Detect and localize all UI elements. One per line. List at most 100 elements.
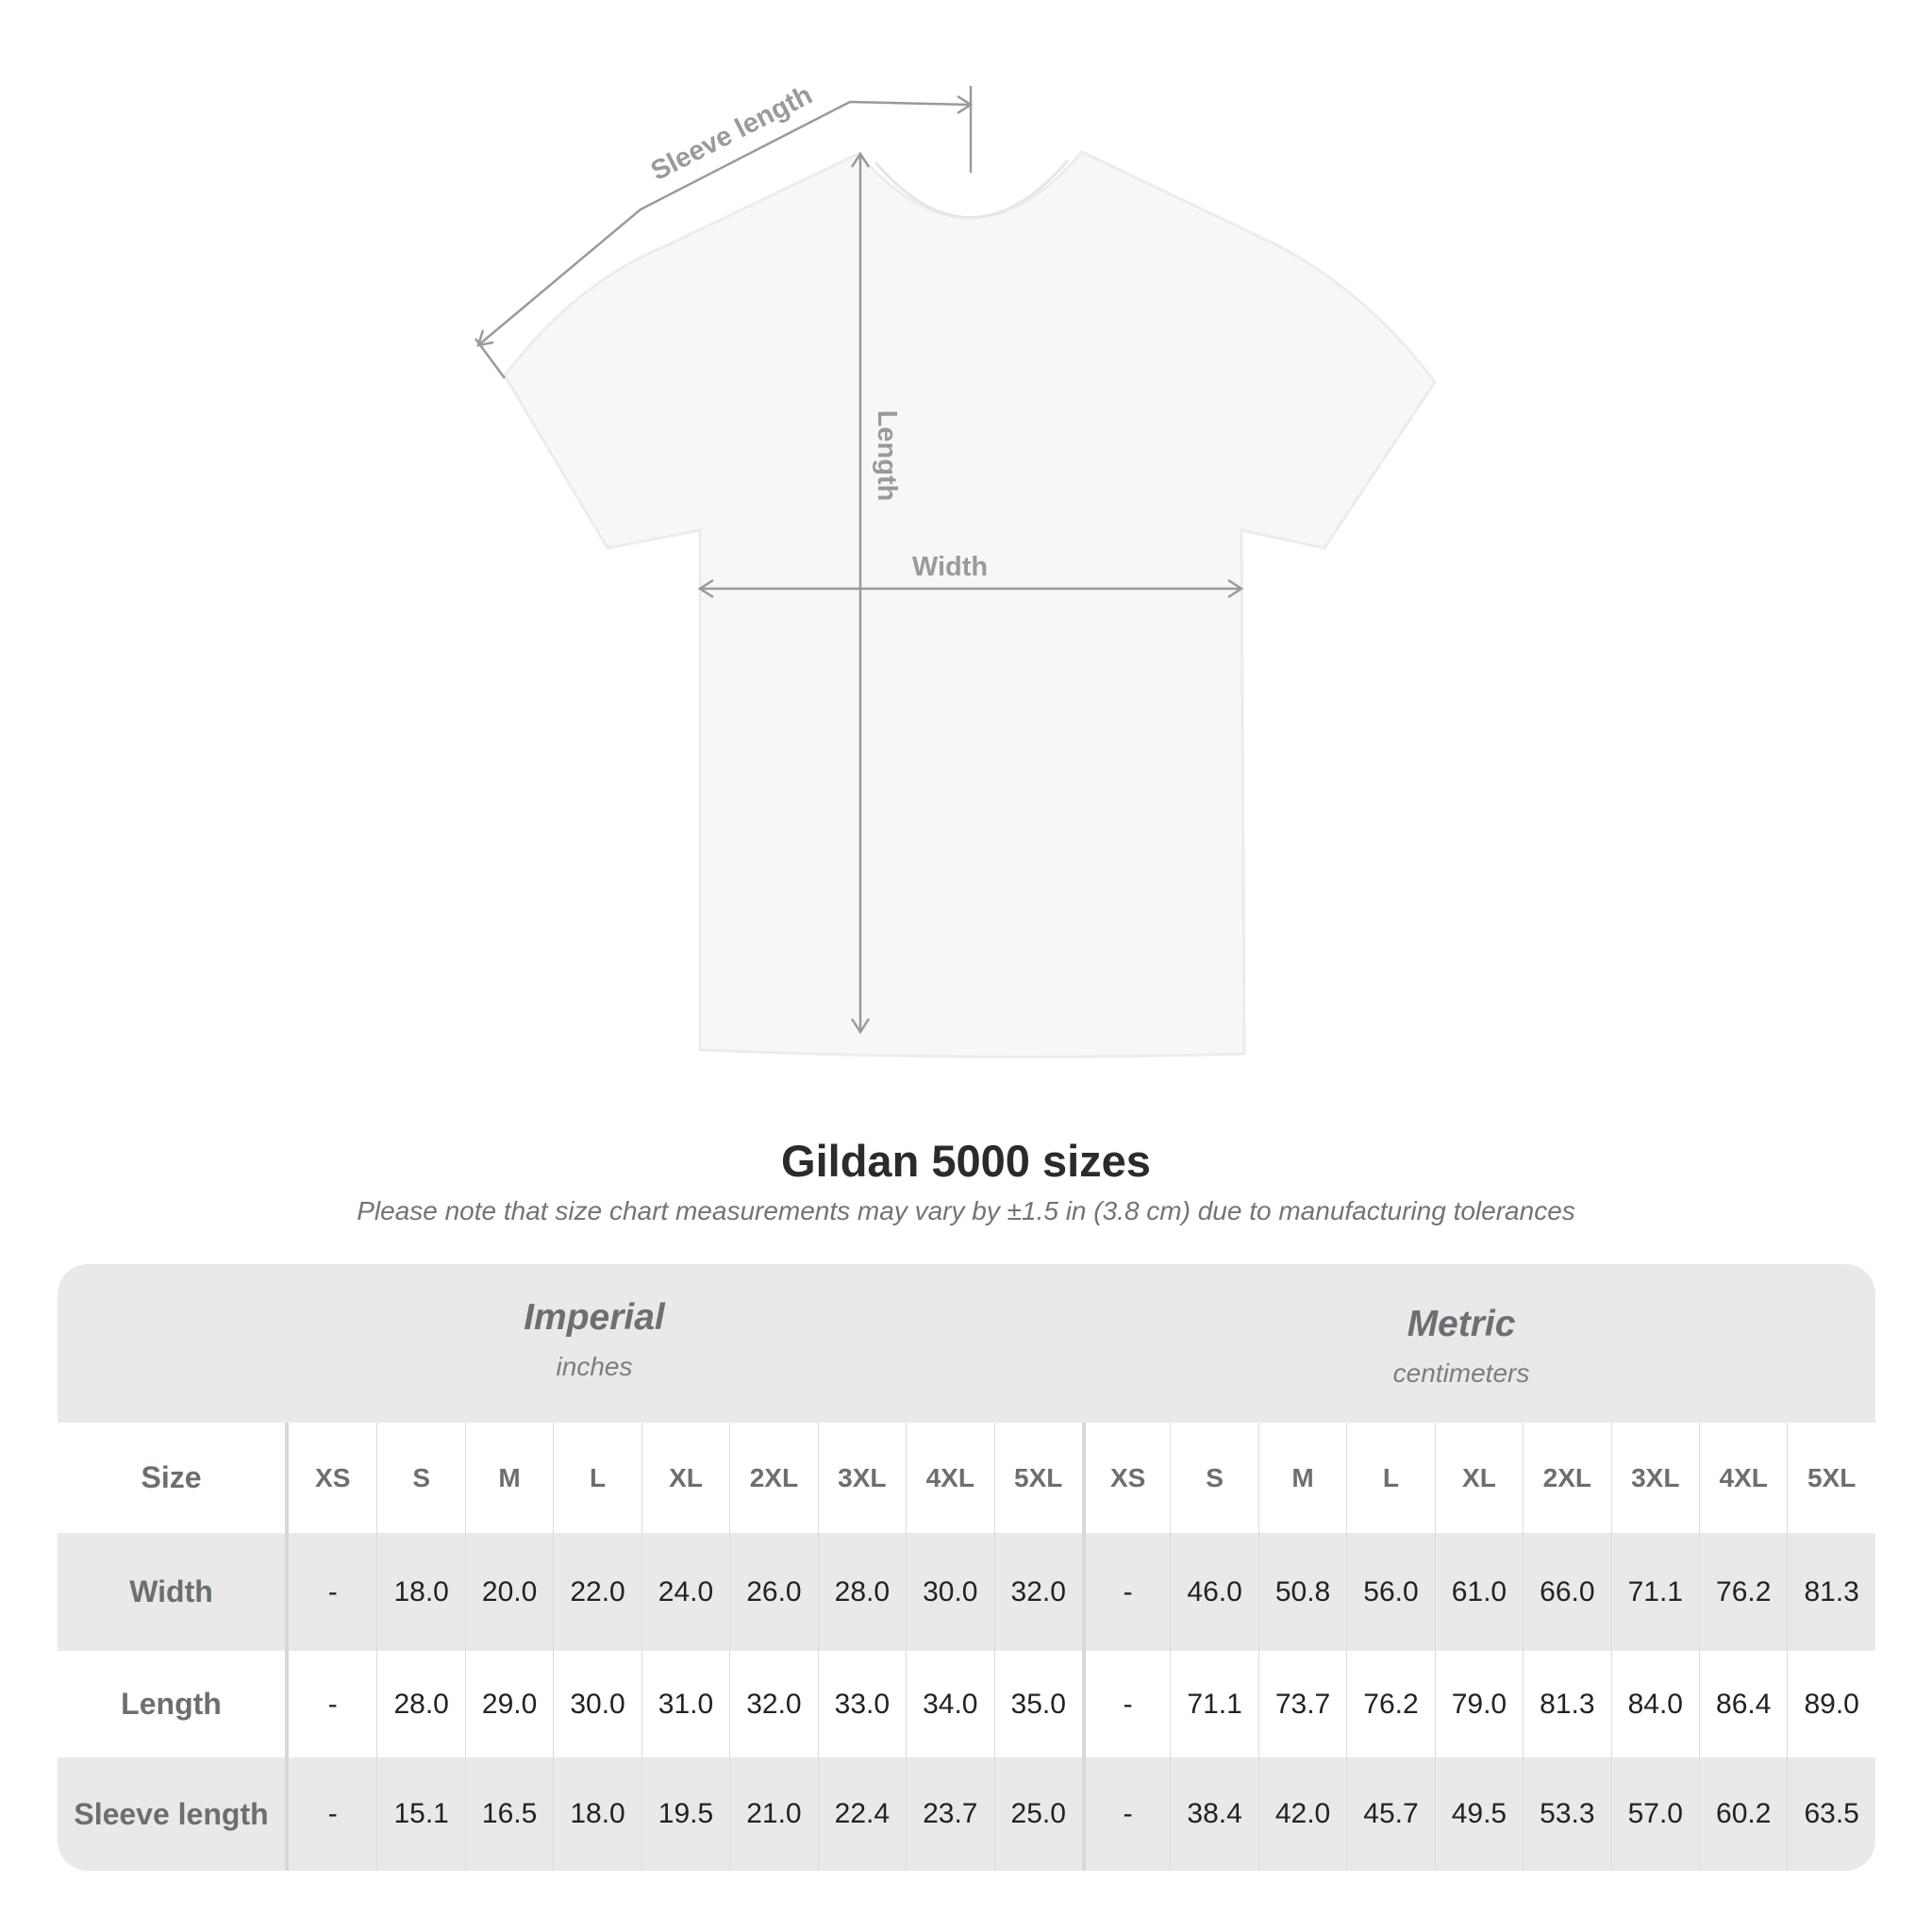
imperial-header: Imperial inches (311, 1297, 877, 1382)
table-row: Width -18.0 20.0 22.0 24.0 26.0 28.0 30.0 32.0-4… (58, 1533, 1875, 1651)
table-cell-metric: 42.0 (1257, 1757, 1346, 1871)
table-cell-metric: 46.0 (1170, 1533, 1257, 1651)
table-cell-metric: 63.5 (1787, 1757, 1874, 1871)
size-header-imperial: S (376, 1423, 464, 1533)
size-header-imperial: XL (641, 1423, 729, 1533)
size-label: Size (58, 1423, 289, 1533)
row-label: Sleeve length (58, 1757, 289, 1871)
length-arrowhead-top (850, 151, 871, 168)
table-cell-imperial: 23.7 (906, 1757, 993, 1871)
size-header-metric: 4XL (1699, 1423, 1787, 1533)
width-label: Width (912, 552, 988, 582)
size-header-metric: 3XL (1610, 1423, 1699, 1533)
table-cell-metric: 76.2 (1346, 1651, 1434, 1757)
table-cell-metric: 86.4 (1699, 1651, 1787, 1757)
table-cell-metric: 45.7 (1346, 1757, 1434, 1871)
size-header-imperial: L (553, 1423, 641, 1533)
size-header-metric: S (1170, 1423, 1257, 1533)
table-row: Sleeve length - 15.1 16.5 18.0 19.5 21.0 22.4 23… (58, 1757, 1875, 1871)
sleeve-length-label: Sleeve length (646, 80, 817, 187)
page-title: Gildan 5000 sizes (781, 1136, 1151, 1186)
table-cell-metric: 81.3 (1787, 1533, 1874, 1651)
width-arrowhead-right (1227, 578, 1244, 599)
table-cell-metric: 89.0 (1787, 1651, 1874, 1757)
neckline (874, 159, 1070, 219)
table-cell-imperial: 22.0 (553, 1533, 641, 1651)
sleeve-tick-left (474, 338, 507, 379)
table-cell-imperial: 28.0 (376, 1651, 464, 1757)
size-header-imperial: 3XL (817, 1423, 906, 1533)
table-cell-metric: 57.0 (1610, 1757, 1699, 1871)
row-label: Length (58, 1651, 289, 1757)
size-header-imperial: 2XL (729, 1423, 817, 1533)
size-header-row: Size XS S M L XL 2XL 3XL 4XL 5XL XS S M L XL 2XL 3XL 4XL 5… (58, 1423, 1875, 1533)
tshirt-shape (503, 150, 1437, 1058)
metric-header: Metric centimeters (1178, 1304, 1744, 1389)
row-label: Width (58, 1533, 289, 1651)
table-cell-imperial: - (327, 1688, 338, 1720)
metric-title: Metric (1407, 1304, 1516, 1344)
table-cell-metric: 71.1 (1610, 1533, 1699, 1651)
table-cell-metric: 50.8 (1257, 1533, 1346, 1651)
table-cell-imperial: 20.0 (464, 1533, 553, 1651)
tshirt-diagram: Sleeve length Length Width (474, 80, 1437, 1058)
sleeve-arrowhead-left (476, 329, 494, 347)
table-cell-imperial: 21.0 (729, 1757, 817, 1871)
length-label: Length (872, 410, 902, 502)
length-arrowhead-bottom (850, 1018, 871, 1035)
size-table: Imperial inches Metric centimeters Size X… (58, 1264, 1875, 1871)
table-cell-metric: 71.1 (1170, 1651, 1257, 1757)
table-cell-metric: 53.3 (1523, 1757, 1610, 1871)
table-cell-imperial: 26.0 (729, 1533, 817, 1651)
table-row: Length -28.0 29.0 30.0 31.0 32.0 33.0 34.0 35.0-… (58, 1651, 1875, 1757)
size-header-metric: XL (1434, 1423, 1523, 1533)
table-cell-imperial: - (327, 1798, 338, 1829)
size-header-metric: 2XL (1523, 1423, 1610, 1533)
table-cell-imperial: 29.0 (464, 1651, 553, 1757)
table-cell-imperial: 35.0 (993, 1651, 1082, 1757)
table-cell-metric: 56.0 (1346, 1533, 1434, 1651)
table-cell-imperial: 22.4 (817, 1757, 906, 1871)
table-cell-imperial: 32.0 (729, 1651, 817, 1757)
table-cell-imperial: 19.5 (641, 1757, 729, 1871)
size-header-imperial: 5XL (993, 1423, 1082, 1533)
table-cell-imperial: 16.5 (464, 1757, 553, 1871)
table-cell-metric: 79.0 (1434, 1651, 1523, 1757)
table-cell-imperial: 31.0 (641, 1651, 729, 1757)
table-cell-imperial: 15.1 (376, 1757, 464, 1871)
table-cell-metric: 84.0 (1610, 1651, 1699, 1757)
tolerance-note: Please note that size chart measurements… (357, 1196, 1575, 1225)
table-cell-imperial: 32.0 (993, 1533, 1082, 1651)
table-cell-imperial: 34.0 (906, 1651, 993, 1757)
imperial-unit: inches (556, 1352, 633, 1381)
size-header-metric: 5XL (1787, 1423, 1874, 1533)
size-header-imperial: 4XL (906, 1423, 993, 1533)
table-cell-metric: 49.5 (1434, 1757, 1523, 1871)
table-cell-metric: 38.4 (1170, 1757, 1257, 1871)
table-cell-imperial: 24.0 (641, 1533, 729, 1651)
table-cell-metric: 61.0 (1434, 1533, 1523, 1651)
table-cell-metric: 66.0 (1523, 1533, 1610, 1651)
width-arrowhead-left (697, 578, 714, 599)
table-cell-imperial: 25.0 (993, 1757, 1082, 1871)
table-cell-imperial: 30.0 (906, 1533, 993, 1651)
table-cell-metric: - (1081, 1757, 1170, 1871)
sleeve-arrow (477, 100, 972, 346)
table-cell-imperial: - (327, 1575, 338, 1607)
table-cell-metric: 60.2 (1699, 1757, 1787, 1871)
table-cell-imperial: 28.0 (817, 1533, 906, 1651)
table-cell-imperial: 18.0 (553, 1757, 641, 1871)
size-header-metric: L (1346, 1423, 1434, 1533)
metric-unit: centimeters (1392, 1358, 1530, 1388)
table-cell-metric: 73.7 (1257, 1651, 1346, 1757)
size-header-metric: XS (1081, 1423, 1170, 1533)
imperial-title: Imperial (524, 1297, 665, 1338)
table-cell-metric: 81.3 (1523, 1651, 1610, 1757)
table-cell-metric: - (1081, 1533, 1170, 1651)
table-cell-metric: - (1081, 1651, 1170, 1757)
size-header-metric: M (1257, 1423, 1346, 1533)
table-cell-imperial: 18.0 (376, 1533, 464, 1651)
table-cell-metric: 76.2 (1699, 1533, 1787, 1651)
table-cell-imperial: 30.0 (553, 1651, 641, 1757)
size-header-imperial: XS (315, 1462, 351, 1492)
